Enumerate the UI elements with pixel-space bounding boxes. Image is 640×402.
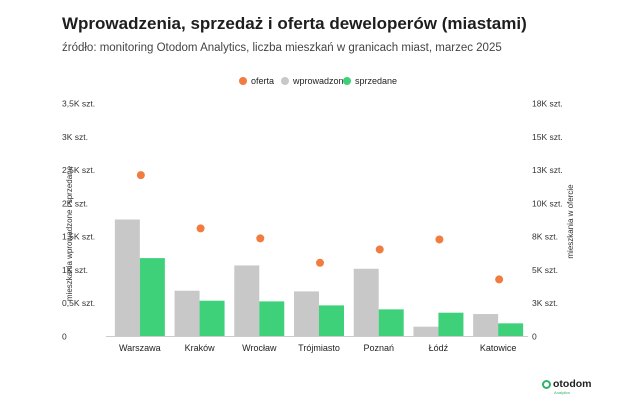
y-tick-label-right: 10K szt. — [532, 198, 563, 208]
point-oferta-1 — [196, 224, 205, 233]
y-tick-label-left: 3K szt. — [62, 132, 88, 142]
x-tick-label: Poznań — [363, 343, 394, 353]
point-oferta-3 — [316, 258, 324, 267]
point-oferta-2 — [256, 234, 265, 243]
x-tick-label: Wrocław — [242, 343, 277, 353]
legend-label-wprowadzone: wprowadzone — [292, 76, 349, 86]
legend-marker-sprzedane — [343, 77, 351, 85]
point-oferta-5 — [435, 235, 444, 244]
legend-marker-oferta — [239, 77, 247, 85]
x-tick-label: Łódź — [429, 343, 449, 353]
bar-wprowadzone-4 — [353, 268, 379, 336]
otodom-logo-icon — [542, 379, 551, 389]
x-tick-label: Katowice — [480, 343, 517, 353]
y-tick-label-left: 0,5K szt. — [62, 298, 95, 308]
y-tick-label-right: 0 — [532, 332, 537, 342]
legend-label-oferta: oferta — [251, 76, 274, 86]
x-tick-label: Kraków — [185, 343, 216, 353]
x-tick-label: Trójmiasto — [298, 343, 340, 353]
y-tick-label-left: 2,5K szt. — [62, 165, 95, 175]
y-tick-label-left: 1K szt. — [62, 265, 88, 275]
y-tick-label-left: 1,5K szt. — [62, 232, 95, 242]
y-tick-label-right: 13K szt. — [532, 165, 563, 175]
y-tick-label-right: 5K szt. — [532, 265, 558, 275]
bar-wprowadzone-3 — [294, 291, 319, 336]
bar-wprowadzone-0 — [114, 219, 140, 336]
logo-subtext: Analytics — [554, 390, 571, 395]
y-tick-label-right: 8K szt. — [532, 232, 558, 242]
bar-sprzedane-0 — [139, 258, 165, 336]
y-tick-label-left: 3,5K szt. — [62, 99, 95, 109]
point-oferta-4 — [375, 245, 384, 254]
otodom-logo: otodom Analytics — [542, 378, 592, 395]
chart-subtitle: źródło: monitoring Otodom Analytics, lic… — [62, 42, 502, 54]
bar-wprowadzone-1 — [174, 290, 200, 336]
x-tick-label: Warszawa — [119, 343, 161, 353]
y-axis-title-left: mieszkania wprowadzone i sprzedane — [65, 165, 74, 301]
y-tick-label-right: 15K szt. — [532, 132, 563, 142]
bar-sprzedane-2 — [259, 301, 285, 336]
logo-text: otodom — [553, 378, 592, 390]
point-oferta-0 — [136, 171, 145, 180]
y-tick-label-right: 3K szt. — [532, 298, 558, 308]
legend-label-sprzedane: sprzedane — [355, 76, 397, 86]
y-axis-title-right: mieszkania w ofercie — [566, 184, 575, 259]
bar-sprzedane-4 — [378, 309, 404, 336]
chart-title: Wprowadzenia, sprzedaż i oferta dewelope… — [62, 14, 527, 33]
y-tick-label-left: 0 — [62, 332, 67, 342]
bar-wprowadzone-5 — [413, 326, 439, 336]
bar-wprowadzone-6 — [473, 314, 499, 336]
bar-sprzedane-1 — [199, 300, 225, 336]
bar-sprzedane-6 — [498, 323, 524, 336]
point-oferta-6 — [495, 275, 504, 284]
bar-wprowadzone-2 — [234, 265, 260, 336]
y-tick-label-right: 18K szt. — [532, 99, 563, 109]
legend-marker-wprowadzone — [281, 77, 289, 85]
bar-sprzedane-5 — [438, 312, 464, 336]
y-tick-label-left: 2K szt. — [62, 198, 88, 208]
bar-sprzedane-3 — [319, 305, 344, 336]
